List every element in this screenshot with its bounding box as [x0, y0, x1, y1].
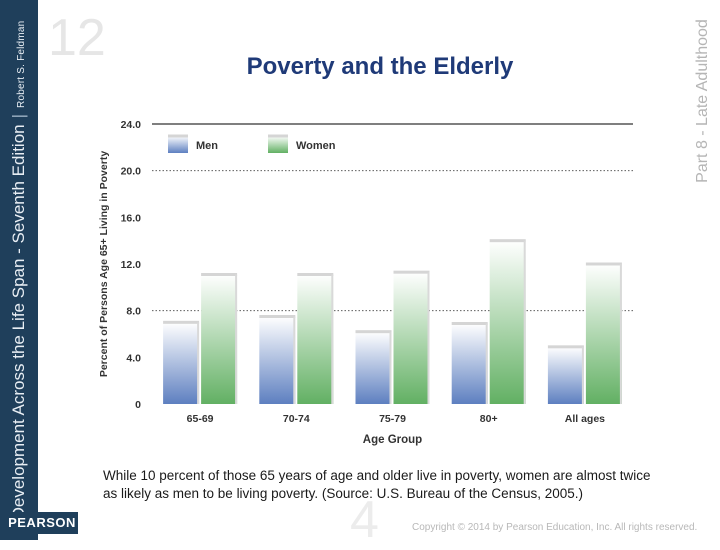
author-name: Robert S. Feldman [16, 20, 27, 108]
men-bar-allages [547, 346, 584, 404]
book-title: Development Across the Life Span - Seven… [9, 124, 28, 520]
men-bar-edge [197, 322, 200, 404]
book-title-vertical: Development Across the Life Span - Seven… [9, 10, 29, 530]
men-bar-edge [581, 346, 584, 404]
women-bar-edge [619, 264, 622, 404]
women-legend-label: Women [296, 140, 336, 152]
copyright-notice: Copyright © 2014 by Pearson Education, I… [412, 522, 698, 533]
chart-panel: 0 4.0 8.0 12.0 16.0 20.0 24.0 Percent of Person… [86, 92, 652, 460]
y-tick-label: 20.0 [121, 166, 142, 178]
legend-swatch-cap [268, 134, 288, 138]
men-bar-7579 [355, 331, 392, 404]
y-tick-label: 0 [135, 399, 141, 411]
women-bar-cap [297, 273, 334, 276]
decorative-number: 4 [350, 491, 379, 549]
women-bar-6569 [201, 274, 238, 404]
chapter-number: 12 [48, 9, 106, 67]
x-tick-label: 75-79 [379, 413, 406, 425]
women-bar-cap [489, 239, 526, 243]
x-tick-label: All ages [565, 413, 605, 425]
slide-caption: While 10 percent of those 65 years of ag… [103, 468, 651, 501]
y-axis-label: Percent of Persons Age 65+ Living in Pov… [98, 151, 110, 377]
y-tick-label: 16.0 [121, 212, 142, 224]
men-bar-7074 [259, 316, 296, 404]
grid-layer [152, 123, 633, 312]
women-legend-swatch [268, 136, 288, 153]
women-bar-allages [585, 264, 622, 404]
men-bar-cap [547, 345, 584, 349]
women-bar-cap [201, 273, 238, 276]
men-bar-cap [355, 330, 392, 334]
bar-layer [163, 239, 622, 404]
y-tick-label: 12.0 [121, 259, 142, 271]
women-bar-edge [235, 274, 238, 404]
men-bar-edge [389, 331, 392, 404]
men-bar-cap [163, 320, 200, 324]
x-axis-label: Age Group [363, 434, 422, 446]
women-bar-7074 [297, 274, 334, 404]
men-bar-cap [259, 315, 296, 318]
y-tick-label: 8.0 [126, 306, 141, 318]
y-tick-label: 24.0 [121, 119, 142, 131]
x-tick-label: 65-69 [187, 413, 214, 425]
x-tick-label: 80+ [480, 413, 498, 425]
women-bar-80 [489, 240, 526, 404]
men-bar-80 [451, 323, 488, 404]
slide-title: Poverty and the Elderly [246, 53, 514, 80]
pearson-logo: PEARSON [6, 512, 78, 534]
women-bar-cap [393, 270, 430, 274]
y-tick-label: 4.0 [126, 352, 141, 364]
women-bar-cap [585, 262, 622, 266]
men-legend-label: Men [196, 140, 218, 152]
men-bar-6569 [163, 322, 200, 404]
women-bar-edge [427, 272, 430, 404]
legend: Men Women [168, 134, 336, 153]
axis-layer: 0 4.0 8.0 12.0 16.0 20.0 24.0 Percent of Person… [98, 119, 605, 446]
part-label: Part 8 - Late Adulthood [694, 19, 711, 183]
band-separator: | [9, 113, 28, 119]
x-tick-label: 70-74 [283, 413, 310, 425]
women-bar-edge [523, 240, 526, 404]
men-bar-cap [451, 322, 488, 325]
men-legend-swatch [168, 136, 188, 153]
men-bar-edge [485, 323, 488, 404]
book-side-band: Development Across the Life Span - Seven… [0, 0, 38, 540]
legend-swatch-cap [168, 134, 188, 138]
women-bar-edge [331, 274, 334, 404]
poverty-bar-chart: 0 4.0 8.0 12.0 16.0 20.0 24.0 Percent of Person… [98, 119, 633, 446]
men-bar-edge [293, 316, 296, 404]
women-bar-7579 [393, 272, 430, 404]
